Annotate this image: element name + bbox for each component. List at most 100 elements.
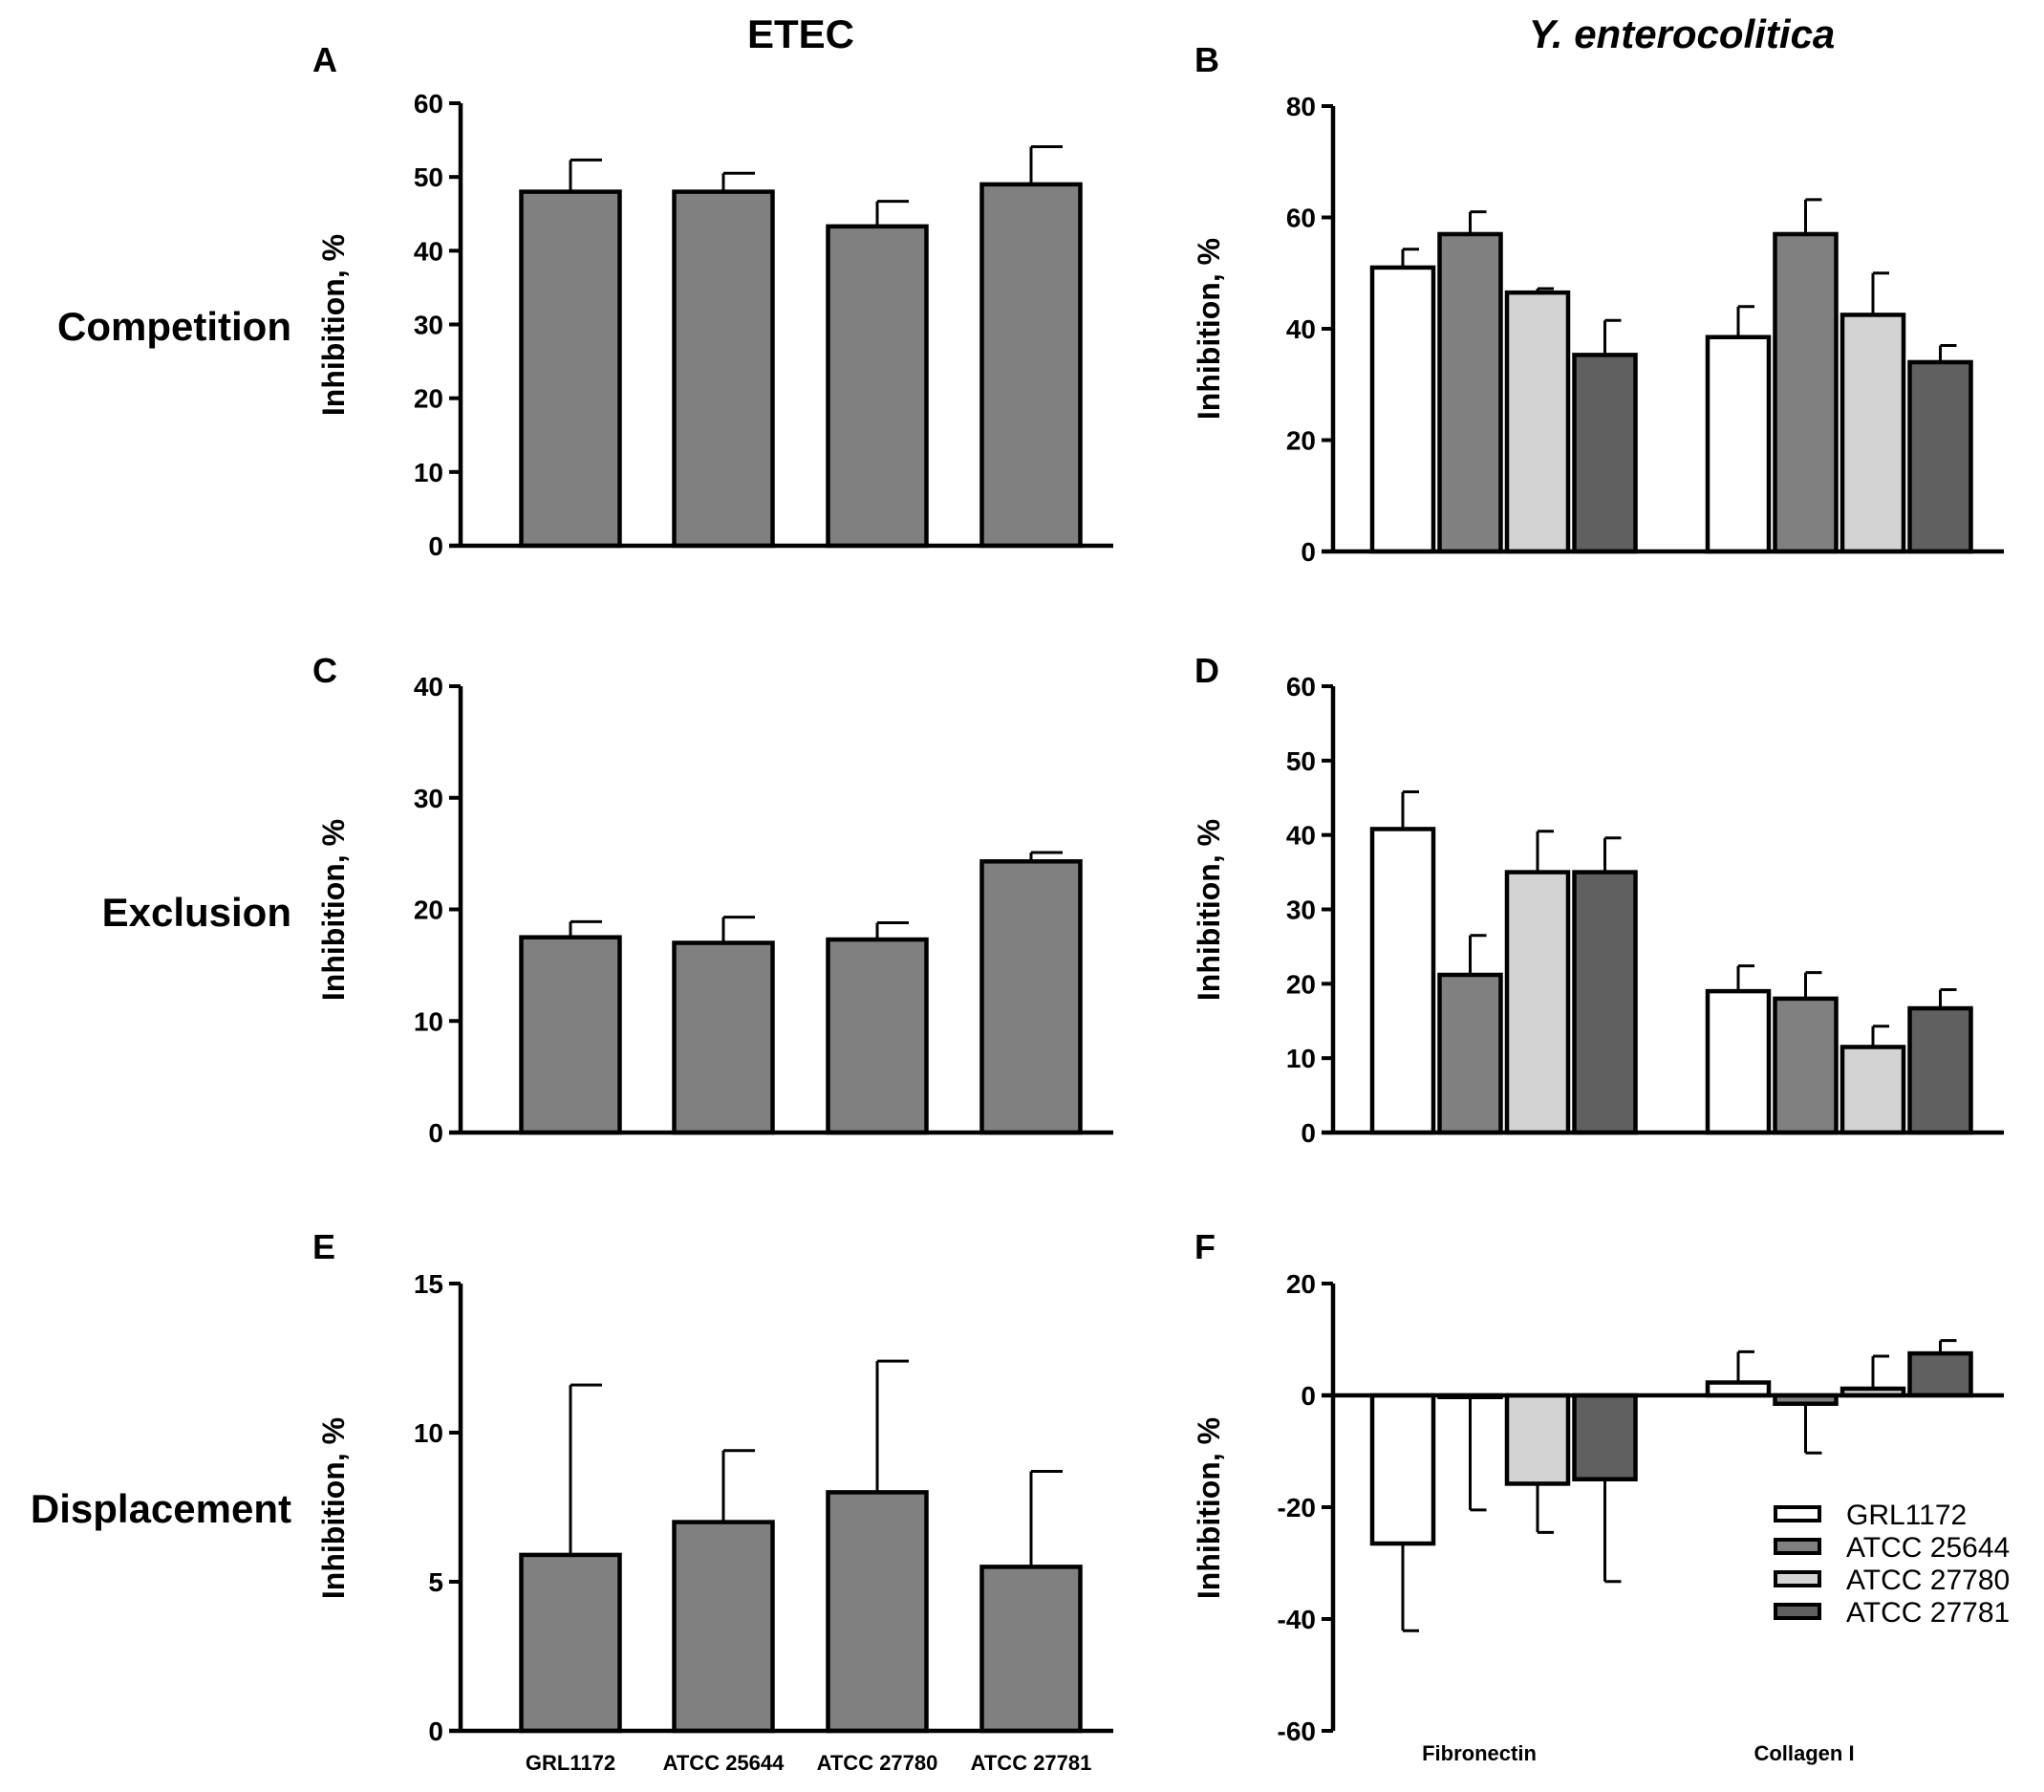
y-tick-label: 60 <box>1286 204 1316 233</box>
y-tick-label: -40 <box>1278 1605 1316 1634</box>
category-label-fibronectin: Fibronectin <box>1422 1741 1537 1765</box>
category-label-grl1172: GRL1172 <box>526 1751 615 1775</box>
legend-swatch-atcc-27780 <box>1774 1570 1821 1587</box>
bar-atcc-25644-collagen-i <box>1773 996 1839 1135</box>
y-tick-label: 10 <box>414 1006 443 1036</box>
bar-grl1172-fibronectin <box>1369 265 1436 554</box>
y-tick-label: 40 <box>414 672 443 702</box>
category-label-collagen-i: Collagen I <box>1754 1741 1854 1765</box>
y-tick-label: 40 <box>1286 821 1316 851</box>
category-label-atcc-27781: ATCC 27781 <box>971 1751 1092 1775</box>
panel-e: E Inhibition, % 0 5 10 15 GRL1172 ATCC 25644 ATC… <box>312 1227 1113 1775</box>
y-tick-label: 20 <box>1286 1269 1316 1299</box>
bar-grl1172-collagen-i <box>1705 335 1772 554</box>
y-tick-label: 20 <box>1286 426 1316 456</box>
y-tick-label: -20 <box>1278 1493 1316 1522</box>
y-axis-label: Inhibition, % <box>1192 238 1226 420</box>
bar-atcc-27781 <box>979 182 1083 549</box>
y-tick-label: 20 <box>414 384 443 414</box>
bar-grl1172-fibronectin <box>1369 827 1436 1135</box>
bar-atcc-27781-collagen-i <box>1907 1350 1973 1398</box>
legend-label-atcc-27781: ATCC 27781 <box>1846 1597 2010 1629</box>
bar-atcc-27780-collagen-i <box>1840 313 1906 554</box>
y-tick-label: 80 <box>1286 92 1316 121</box>
y-tick-label: 40 <box>414 236 443 266</box>
y-axis-label: Inhibition, % <box>316 819 351 1001</box>
y-tick-label: -60 <box>1278 1716 1316 1746</box>
y-tick-label: 0 <box>1301 1118 1316 1148</box>
bar-atcc-27781-collagen-i <box>1907 1005 1973 1135</box>
y-axis-label: Inhibition, % <box>1192 819 1226 1001</box>
y-tick-label: 20 <box>414 896 443 925</box>
y-tick-label: 60 <box>1286 672 1316 702</box>
bar-atcc-27780-fibronectin <box>1504 290 1571 554</box>
legend-swatch-atcc-25644 <box>1774 1538 1821 1555</box>
bar-atcc-25644-fibronectin <box>1437 231 1503 554</box>
y-tick-label: 30 <box>414 311 443 340</box>
panel-f: F Inhibition, % -60 -40 -20 0 20 Fibronectin Col… <box>1192 1227 2004 1765</box>
panel-a: A Inhibition, % 0 10 20 30 40 50 60 <box>312 40 1113 561</box>
y-axis-label: Inhibition, % <box>316 1417 351 1599</box>
bar-atcc-27780 <box>826 1490 929 1734</box>
y-tick-label: 30 <box>1286 896 1316 925</box>
bar-atcc-27781 <box>979 859 1083 1135</box>
panel-d: D Inhibition, % 0 10 20 30 40 50 60 <box>1192 651 2004 1148</box>
y-tick-label: 15 <box>414 1269 443 1299</box>
panel-letter: E <box>312 1227 335 1266</box>
legend-label-atcc-27780: ATCC 27780 <box>1846 1565 2010 1596</box>
row-label-exclusion: Exclusion <box>102 890 291 935</box>
legend-swatch-grl1172 <box>1774 1505 1821 1522</box>
bar-atcc-25644 <box>672 189 775 549</box>
category-label-atcc-27780: ATCC 27780 <box>817 1751 938 1775</box>
panel-c: C Inhibition, % 0 10 20 30 40 <box>312 651 1113 1148</box>
legend-label-grl1172: GRL1172 <box>1846 1500 1967 1531</box>
legend-label-atcc-25644: ATCC 25644 <box>1846 1532 2010 1564</box>
panel-b: B Inhibition, % 0 20 40 60 80 <box>1192 40 2004 567</box>
bar-grl1172-fibronectin <box>1369 1393 1436 1546</box>
bar-atcc-27780 <box>826 937 929 1135</box>
y-axis-label: Inhibition, % <box>316 234 351 416</box>
y-tick-label: 0 <box>1301 537 1316 567</box>
y-tick-label: 0 <box>428 1716 443 1746</box>
bar-atcc-25644 <box>672 1520 775 1734</box>
y-tick-label: 10 <box>414 458 443 487</box>
bar-atcc-27780-collagen-i <box>1840 1045 1906 1135</box>
bar-atcc-25644-collagen-i <box>1773 231 1839 554</box>
row-label-displacement: Displacement <box>31 1486 291 1531</box>
y-tick-label: 50 <box>414 162 443 192</box>
column-title-right: Y. enterocolitica <box>1529 11 1836 56</box>
y-axis-label: Inhibition, % <box>1192 1417 1226 1599</box>
row-label-competition: Competition <box>57 304 291 349</box>
bar-atcc-25644 <box>672 940 775 1135</box>
bar-grl1172 <box>519 189 622 549</box>
y-tick-label: 10 <box>414 1418 443 1448</box>
y-tick-label: 0 <box>428 531 443 561</box>
y-tick-label: 5 <box>428 1567 443 1597</box>
y-tick-label: 40 <box>1286 314 1316 344</box>
bar-atcc-27781-fibronectin <box>1572 353 1638 554</box>
bar-atcc-27781-fibronectin <box>1572 870 1638 1135</box>
bar-atcc-25644-fibronectin <box>1437 972 1503 1135</box>
bar-atcc-27780 <box>826 224 929 549</box>
y-tick-label: 50 <box>1286 746 1316 776</box>
y-tick-label: 10 <box>1286 1044 1316 1073</box>
y-tick-label: 60 <box>414 89 443 119</box>
bar-atcc-27781-fibronectin <box>1572 1393 1638 1481</box>
bar-grl1172 <box>519 935 622 1135</box>
panel-letter: F <box>1194 1227 1216 1266</box>
y-tick-label: 30 <box>414 784 443 813</box>
bar-atcc-27781 <box>979 1565 1083 1734</box>
bar-atcc-27780-fibronectin <box>1504 1393 1571 1486</box>
bar-grl1172-collagen-i <box>1705 988 1772 1135</box>
panel-letter: B <box>1194 40 1219 79</box>
column-title-left: ETEC <box>747 11 854 56</box>
bar-grl1172 <box>519 1552 622 1734</box>
y-tick-label: 0 <box>1301 1381 1316 1411</box>
y-tick-label: 20 <box>1286 969 1316 999</box>
y-tick-label: 0 <box>428 1118 443 1148</box>
panel-letter: C <box>312 651 337 690</box>
category-label-atcc-25644: ATCC 25644 <box>663 1751 785 1775</box>
bar-atcc-27781-collagen-i <box>1907 359 1973 554</box>
